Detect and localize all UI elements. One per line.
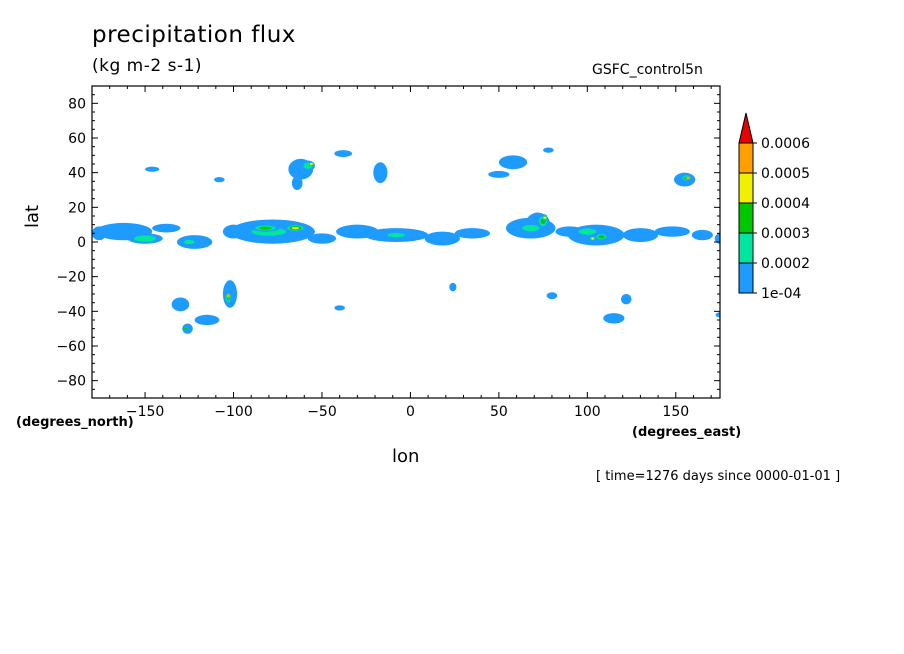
- x-tick-label: 50: [490, 404, 508, 420]
- y-tick-label: 20: [68, 200, 86, 216]
- x-tick-label: −100: [214, 404, 252, 420]
- x-tick-label: 0: [406, 404, 415, 420]
- contour-region-9-level-3: [259, 226, 272, 230]
- contour-region-27-level-1: [622, 228, 659, 242]
- y-tick-label: 40: [68, 166, 86, 182]
- colorbar-label: 0.0002: [761, 256, 810, 272]
- colorbar-triangle: [738, 112, 754, 144]
- y-tick-label: 80: [68, 96, 86, 112]
- contour-region-19-level-2: [522, 224, 540, 232]
- chart-title: precipitation flux: [92, 22, 296, 48]
- colorbar-segment: [738, 262, 754, 294]
- colorbar-label: 1e-04: [761, 286, 801, 302]
- y-tick-label: −60: [56, 339, 86, 355]
- contour-region-3-level-1: [152, 223, 181, 233]
- colorbar-segment: [738, 232, 754, 264]
- contour-region-30-level-1: [714, 233, 720, 244]
- contour-region-10-level-4: [291, 226, 300, 230]
- contour-region-33-level-4: [309, 162, 313, 166]
- contour-region-44-level-5: [686, 176, 690, 180]
- y-tick-label: 0: [77, 235, 86, 251]
- colorbar-segment: [738, 172, 754, 204]
- chart-units: (kg m-2 s-1): [92, 56, 203, 76]
- contour-region-21-level-4: [543, 216, 547, 219]
- contour-region-25-level-3: [598, 235, 605, 239]
- time-annotation: [ time=1276 days since 0000-01-01 ]: [596, 469, 841, 484]
- contour-region-36-level-1: [373, 162, 388, 184]
- y-tick-label: −40: [56, 304, 86, 320]
- contour-region-52-level-1: [334, 305, 345, 311]
- axes: −150 −100 −50 0 50 100 150 80 60 40 20 0 −20 −40 −60 −8…: [56, 85, 720, 420]
- y-tick-label: −20: [56, 270, 86, 286]
- contour-region-45-level-1: [171, 297, 190, 312]
- y-axis-units: (degrees_north): [16, 415, 134, 430]
- contour-region-16-level-1: [454, 228, 491, 239]
- run-name-label: GSFC_control5n: [592, 62, 703, 78]
- x-tick-label: −50: [307, 404, 337, 420]
- contour-regions: [92, 147, 720, 334]
- colorbar: 1e-04 0.0002 0.0003 0.0004 0.0005 0.0006: [738, 112, 810, 302]
- colorbar-label: 0.0006: [761, 136, 810, 152]
- contour-region-50-level-5: [226, 294, 230, 297]
- contour-region-53-level-1: [449, 282, 457, 292]
- contour-region-37-level-1: [145, 166, 160, 172]
- x-axis-label: lon: [392, 446, 420, 467]
- contour-region-47-level-3: [184, 327, 188, 330]
- colorbar-label: 0.0003: [761, 226, 810, 242]
- contour-region-41-level-1: [543, 147, 554, 153]
- contour-region-34-level-1: [291, 176, 303, 190]
- contour-region-38-level-1: [214, 177, 225, 183]
- contour-region-11-level-1: [307, 233, 337, 244]
- contour-region-40-level-1: [488, 170, 510, 178]
- contour-region-26-level-4: [591, 237, 595, 240]
- colorbar-segment: [738, 202, 754, 234]
- colorbar-label: 0.0004: [761, 196, 810, 212]
- contour-region-29-level-1: [691, 229, 713, 241]
- contour-region-39-level-1: [498, 155, 528, 170]
- contour-region-54-level-1: [546, 292, 558, 300]
- contour-region-57-level-1: [715, 312, 720, 318]
- y-tick-label: −80: [56, 374, 86, 390]
- x-tick-label: 100: [574, 404, 601, 420]
- contour-region-55-level-1: [620, 294, 632, 305]
- contour-region-2-level-2: [134, 235, 156, 242]
- x-tick-label: 150: [662, 404, 689, 420]
- contour-region-24-level-2: [578, 228, 597, 235]
- x-axis-units: (degrees_east): [632, 425, 742, 440]
- contour-region-28-level-1: [654, 226, 690, 237]
- colorbar-segment: [738, 142, 754, 174]
- x-tick-label: −150: [126, 404, 164, 420]
- contour-region-35-level-1: [334, 150, 353, 158]
- contour-region-15-level-1: [424, 231, 460, 246]
- contour-region-51-level-1: [194, 314, 220, 326]
- contour-region-14-level-2: [387, 232, 405, 238]
- y-tick-label: 60: [68, 131, 86, 147]
- contour-region-56-level-1: [603, 313, 625, 324]
- colorbar-label: 0.0005: [761, 166, 810, 182]
- contour-region-5-level-2: [183, 239, 195, 245]
